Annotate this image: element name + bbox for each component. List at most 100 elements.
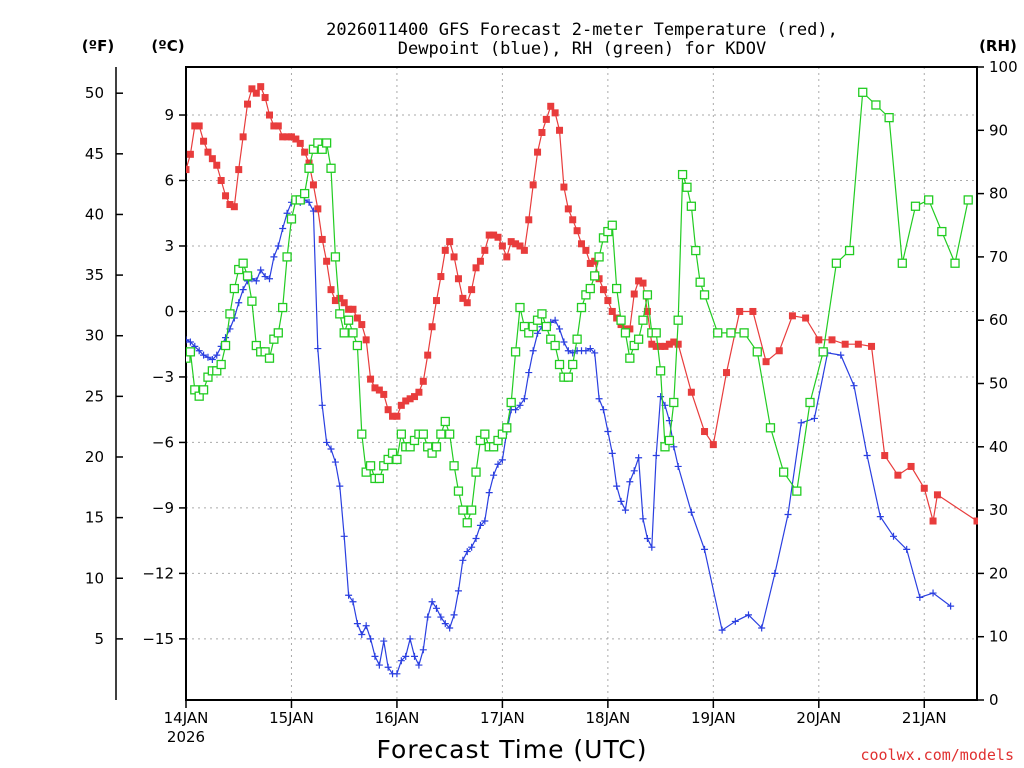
rh-point [326, 163, 336, 173]
dewpoint-point [402, 652, 410, 660]
temperature-point [920, 484, 928, 492]
fahrenheit-tick-label: 30 [85, 327, 104, 345]
temperature-point [476, 257, 484, 265]
temperature-point [283, 133, 291, 141]
rh-point [396, 429, 406, 439]
temperature-point [380, 390, 388, 398]
rh-point [699, 290, 710, 300]
dewpoint-point [639, 515, 647, 523]
temperature-point [244, 100, 252, 108]
temperature-point [323, 257, 331, 265]
temperature-point [446, 238, 454, 246]
dewpoint-point [340, 532, 348, 540]
temperature-point [454, 275, 462, 283]
dewpoint-point [222, 334, 230, 342]
temperature-point [542, 115, 550, 123]
temperature-point [498, 242, 506, 250]
temperature-point [534, 148, 542, 156]
dewpoint-point [674, 462, 682, 470]
temperature-point [907, 462, 915, 470]
dewpoint-point [432, 604, 440, 612]
rh-tick-label: 80 [989, 185, 1008, 203]
celsius-tick-label: 0 [164, 302, 174, 320]
temperature-point [222, 192, 230, 200]
rh-point [910, 201, 921, 211]
temperature-point [358, 321, 366, 329]
temperature-point [441, 246, 449, 254]
rh-point [695, 277, 705, 287]
rh-tick-label: 70 [989, 248, 1008, 266]
rh-point [638, 315, 648, 325]
x-tick-label: 20JAN [796, 709, 841, 727]
temperature-point [314, 205, 322, 213]
temperature-point [230, 203, 238, 211]
x-axis-title: Forecast Time (UTC) [377, 735, 648, 764]
plot-frame [185, 66, 978, 701]
rh-point [339, 328, 349, 338]
rh-point [963, 195, 973, 205]
temperature-point [411, 393, 419, 401]
temperature-point [186, 166, 190, 174]
fahrenheit-tick-label: 50 [85, 84, 104, 102]
rh-point [365, 461, 376, 471]
temperature-point [788, 312, 796, 320]
dewpoint-point [485, 489, 493, 497]
temperature-point [560, 183, 568, 191]
rh-point [792, 486, 802, 496]
temperature-point [397, 401, 405, 409]
temperature-point [204, 148, 212, 156]
temperature-point [569, 216, 577, 224]
dewpoint-point [309, 207, 317, 215]
dewpoint-point [582, 347, 590, 355]
dewpoint-point [591, 349, 599, 357]
temperature-point [635, 277, 643, 285]
temperature-point [723, 369, 731, 377]
fahrenheit-tick-label: 15 [85, 509, 104, 527]
temperature-point [665, 340, 673, 348]
temperature-point [578, 240, 585, 248]
temperature-point [973, 517, 978, 525]
temperature-point [564, 205, 572, 213]
rh-point [238, 258, 248, 268]
rh-point [335, 309, 345, 319]
rh-point [466, 505, 477, 515]
temperature-point [547, 102, 555, 110]
temperature-point [815, 336, 823, 344]
rh-point [436, 429, 446, 439]
dewpoint-point [279, 225, 287, 233]
dewpoint-point [252, 277, 260, 285]
rh-point [726, 328, 736, 338]
temperature-point [503, 253, 511, 261]
temperature-point [270, 122, 278, 130]
rh-point [242, 271, 253, 281]
temperature-point [841, 340, 849, 348]
temperature-point [551, 109, 559, 117]
dewpoint-point [186, 336, 190, 344]
dewpoint-point [643, 534, 651, 542]
rh-point [664, 435, 675, 446]
dewpoint-point [657, 393, 665, 401]
dewpoint-point [560, 338, 568, 346]
dewpoint-point [613, 482, 621, 490]
temperature-point [353, 314, 361, 322]
dewpoint-point [648, 543, 656, 551]
rh-point [550, 340, 560, 351]
temperature-point [608, 307, 616, 315]
temperature-point [406, 395, 414, 403]
dewpoint-point [890, 532, 898, 540]
temperature-point [802, 314, 810, 322]
temperature-point [639, 279, 647, 287]
temperature-point [393, 412, 401, 420]
celsius-tick-label: −3 [152, 368, 174, 386]
rh-point [554, 359, 565, 370]
rh-point [924, 195, 934, 205]
temperature-point [437, 273, 445, 281]
dewpoint-point [784, 510, 792, 518]
rh-tick-label: 20 [989, 564, 1008, 582]
dewpoint-point [428, 598, 436, 606]
dewpoint-point [331, 458, 339, 466]
temperature-point [670, 338, 678, 346]
dewpoint-point [305, 198, 313, 206]
dewpoint-point [621, 506, 629, 514]
